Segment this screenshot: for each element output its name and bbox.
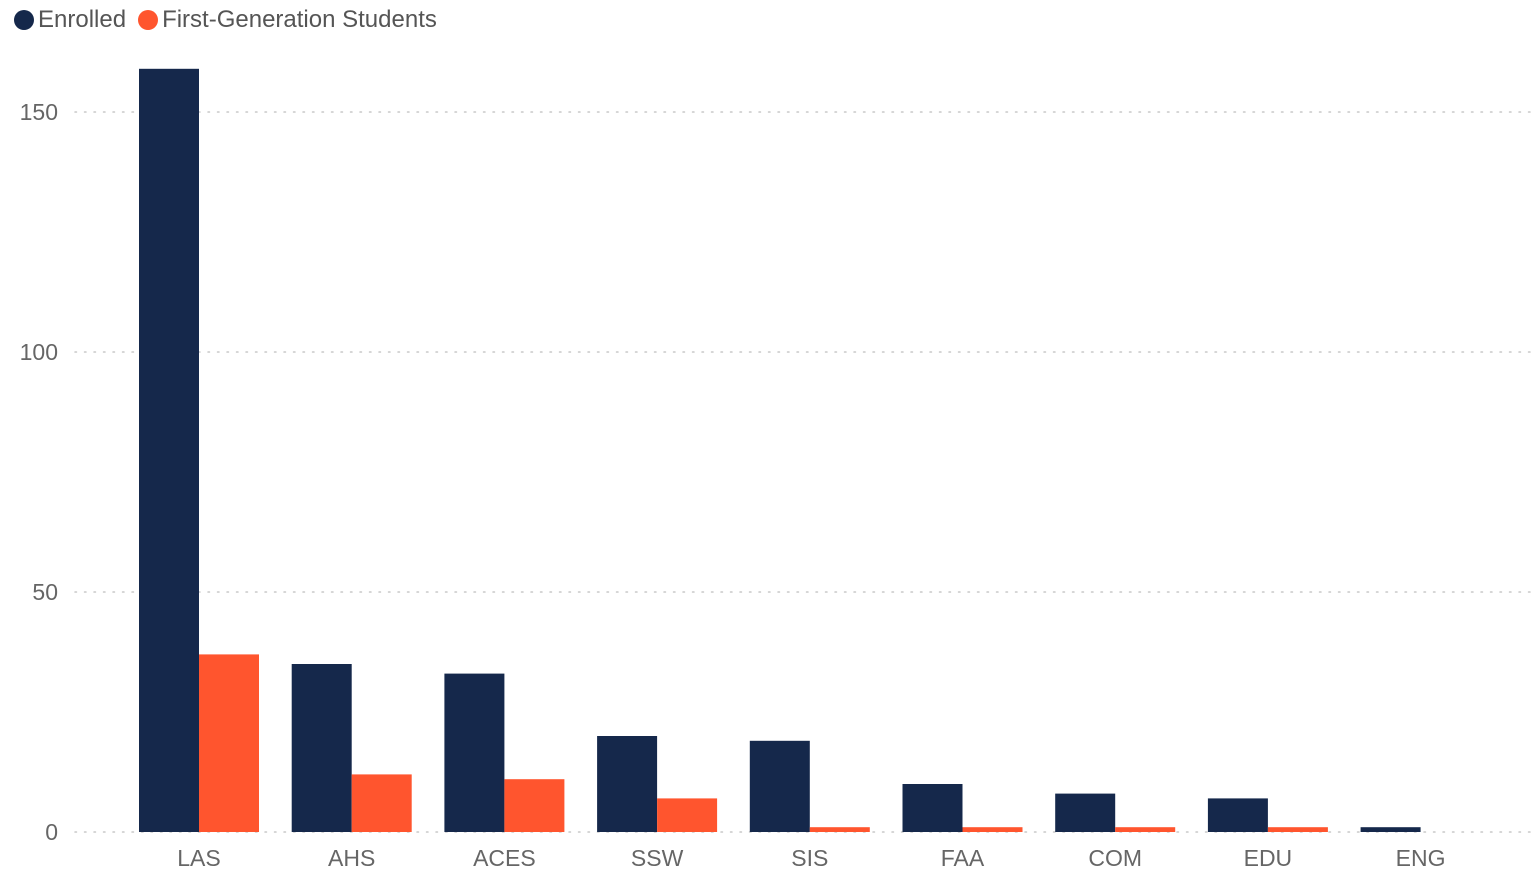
x-tick-label-ahs: AHS [328,845,375,871]
y-tick-label-0: 0 [45,819,58,845]
x-tick-label-eng: ENG [1396,845,1446,871]
y-tick-label-100: 100 [20,339,58,365]
chart-legend: Enrolled First-Generation Students [14,5,437,35]
y-tick-label-150: 150 [20,99,58,125]
bar-edu-first-generation[interactable] [1267,827,1328,832]
bar-ssw-first-generation[interactable] [657,798,718,832]
x-tick-label-aces: ACES [473,845,536,871]
y-axis-ticks: 0 50 100 150 [20,99,58,845]
bar-ahs-first-generation[interactable] [351,774,412,832]
bar-com-first-generation[interactable] [1115,827,1176,832]
x-tick-label-faa: FAA [941,845,985,871]
bar-sis-first-generation[interactable] [809,827,870,832]
x-tick-label-ssw: SSW [631,845,684,871]
x-tick-label-com: COM [1088,845,1142,871]
bar-ahs-enrolled[interactable] [291,664,352,832]
legend-swatch-enrolled [14,10,34,30]
bar-edu-enrolled[interactable] [1207,798,1268,832]
x-axis-ticks: LAS AHS ACES SSW SIS FAA COM EDU ENG [177,845,1445,871]
legend-swatch-first-generation [138,10,159,30]
bar-las-first-generation[interactable] [199,654,259,832]
bar-faa-enrolled[interactable] [902,784,963,832]
legend-label-enrolled: Enrolled [38,6,127,33]
bar-las-enrolled[interactable] [139,68,199,833]
bar-aces-enrolled[interactable] [444,673,505,832]
bar-sis-enrolled[interactable] [749,740,810,832]
bar-ssw-enrolled[interactable] [597,736,658,832]
x-tick-label-edu: EDU [1244,845,1293,871]
x-tick-label-sis: SIS [791,845,828,871]
bar-eng-enrolled[interactable] [1360,827,1421,832]
bars [139,68,1421,833]
y-tick-label-50: 50 [32,579,58,605]
legend-item-first-generation[interactable]: First-Generation Students [138,6,437,34]
bar-aces-first-generation[interactable] [504,779,565,832]
bar-com-enrolled[interactable] [1055,793,1116,832]
legend-label-first-generation: First-Generation Students [162,6,437,33]
bar-faa-first-generation[interactable] [962,827,1023,832]
x-tick-label-las: LAS [177,845,220,871]
legend-item-enrolled[interactable]: Enrolled [14,6,126,34]
